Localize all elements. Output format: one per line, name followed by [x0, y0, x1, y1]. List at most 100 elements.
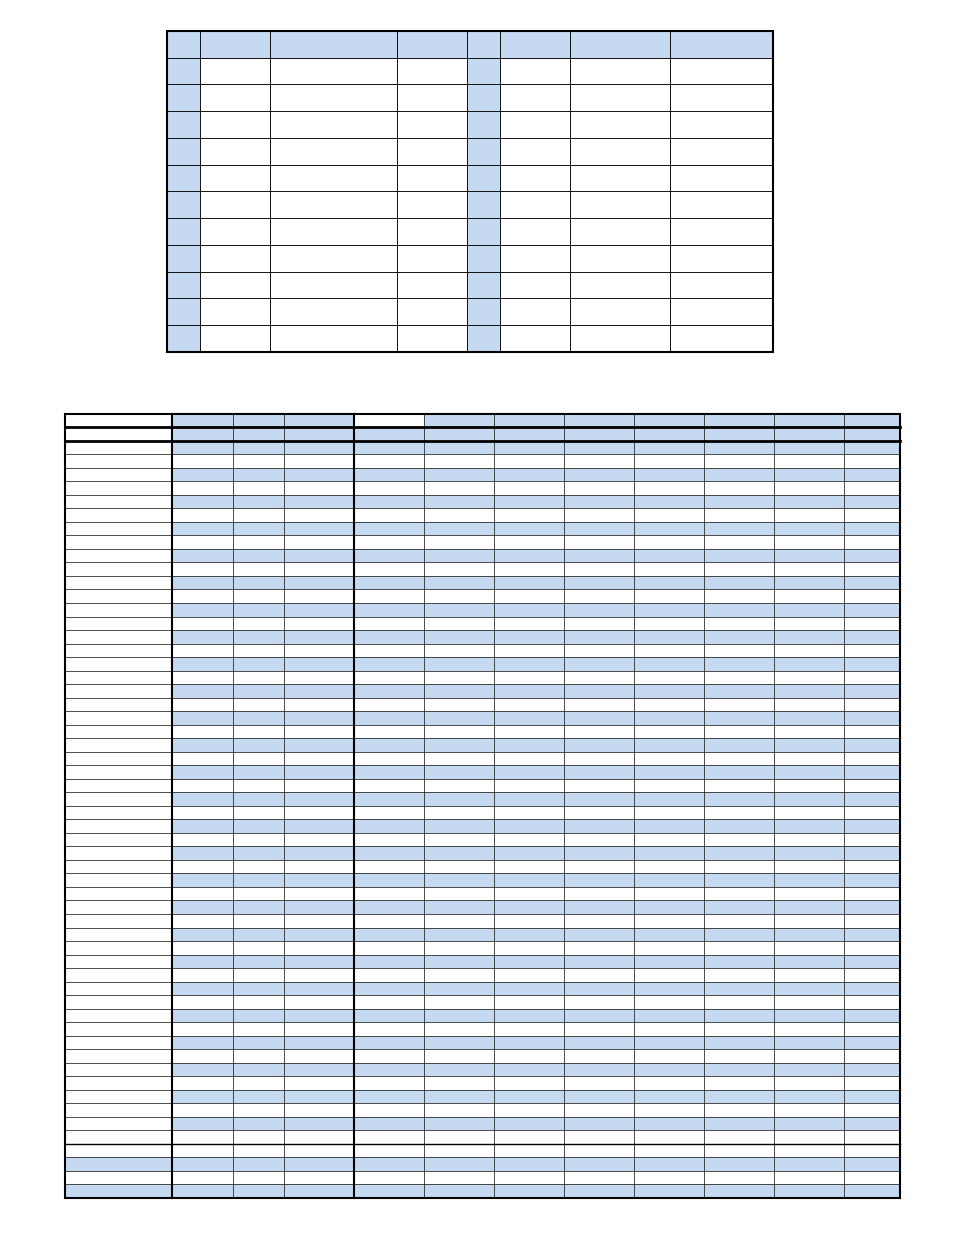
- Bar: [703, 887, 773, 900]
- Bar: [167, 325, 200, 352]
- Bar: [354, 779, 423, 793]
- Bar: [284, 414, 354, 427]
- Bar: [703, 671, 773, 684]
- Bar: [703, 414, 773, 427]
- Bar: [354, 941, 423, 955]
- Bar: [423, 603, 494, 616]
- Bar: [499, 58, 569, 84]
- Bar: [65, 414, 899, 1198]
- Bar: [65, 793, 172, 805]
- Bar: [494, 1103, 563, 1116]
- Bar: [200, 325, 270, 352]
- Bar: [842, 1157, 899, 1171]
- Bar: [773, 643, 842, 657]
- Bar: [494, 846, 563, 860]
- Bar: [354, 805, 423, 819]
- Bar: [773, 522, 842, 536]
- Bar: [773, 482, 842, 495]
- Bar: [233, 1130, 284, 1144]
- Bar: [494, 495, 563, 509]
- Bar: [773, 603, 842, 616]
- Bar: [423, 1171, 494, 1184]
- Bar: [284, 1103, 354, 1116]
- Bar: [172, 1103, 233, 1116]
- Bar: [65, 927, 172, 941]
- Bar: [842, 576, 899, 589]
- Bar: [172, 1076, 233, 1089]
- Bar: [633, 441, 703, 454]
- Bar: [842, 1050, 899, 1063]
- Bar: [354, 414, 423, 427]
- Bar: [703, 752, 773, 766]
- Bar: [284, 766, 354, 779]
- Bar: [563, 1009, 633, 1023]
- Bar: [563, 914, 633, 927]
- Bar: [669, 325, 772, 352]
- Bar: [773, 509, 842, 522]
- Bar: [633, 1076, 703, 1089]
- Bar: [284, 832, 354, 846]
- Bar: [172, 955, 233, 968]
- Bar: [563, 805, 633, 819]
- Bar: [842, 482, 899, 495]
- Bar: [703, 711, 773, 725]
- Bar: [494, 766, 563, 779]
- Bar: [65, 766, 172, 779]
- Bar: [423, 995, 494, 1009]
- Bar: [703, 941, 773, 955]
- Bar: [233, 616, 284, 630]
- Bar: [233, 589, 284, 603]
- Bar: [466, 245, 499, 272]
- Bar: [773, 968, 842, 982]
- Bar: [499, 191, 569, 219]
- Bar: [633, 752, 703, 766]
- Bar: [423, 711, 494, 725]
- Bar: [494, 441, 563, 454]
- Bar: [842, 711, 899, 725]
- Bar: [703, 495, 773, 509]
- Bar: [284, 1184, 354, 1198]
- Bar: [396, 84, 466, 111]
- Bar: [354, 914, 423, 927]
- Bar: [703, 1023, 773, 1036]
- Bar: [65, 643, 172, 657]
- Bar: [669, 138, 772, 164]
- Bar: [167, 191, 200, 219]
- Bar: [633, 657, 703, 671]
- Bar: [423, 779, 494, 793]
- Bar: [569, 84, 669, 111]
- Bar: [172, 1089, 233, 1103]
- Bar: [396, 299, 466, 325]
- Bar: [842, 982, 899, 995]
- Bar: [773, 576, 842, 589]
- Bar: [633, 603, 703, 616]
- Bar: [499, 164, 569, 191]
- Bar: [494, 536, 563, 548]
- Bar: [284, 643, 354, 657]
- Bar: [773, 414, 842, 427]
- Bar: [842, 752, 899, 766]
- Bar: [396, 272, 466, 299]
- Bar: [773, 698, 842, 711]
- Bar: [172, 482, 233, 495]
- Bar: [167, 164, 200, 191]
- Bar: [423, 522, 494, 536]
- Bar: [563, 522, 633, 536]
- Bar: [65, 1144, 172, 1157]
- Bar: [423, 671, 494, 684]
- Bar: [842, 1076, 899, 1089]
- Bar: [354, 576, 423, 589]
- Bar: [773, 1063, 842, 1076]
- Bar: [284, 548, 354, 562]
- Bar: [270, 299, 396, 325]
- Bar: [703, 739, 773, 752]
- Bar: [423, 589, 494, 603]
- Bar: [773, 427, 842, 441]
- Bar: [270, 272, 396, 299]
- Bar: [633, 643, 703, 657]
- Bar: [563, 1089, 633, 1103]
- Bar: [563, 793, 633, 805]
- Bar: [842, 630, 899, 643]
- Bar: [703, 914, 773, 927]
- Bar: [842, 846, 899, 860]
